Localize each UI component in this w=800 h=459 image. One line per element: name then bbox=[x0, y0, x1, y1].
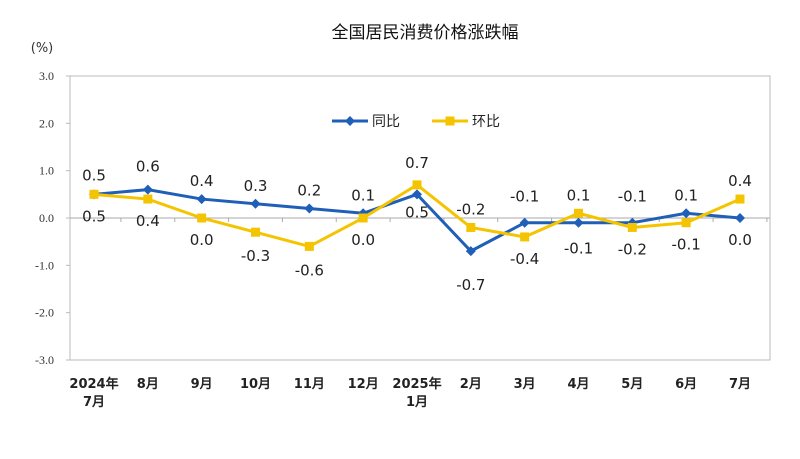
x-tick-label: 7月 bbox=[83, 395, 105, 410]
data-label: -0.1 bbox=[564, 240, 593, 258]
data-label: 0.1 bbox=[567, 186, 591, 204]
data-label: 0.0 bbox=[351, 231, 375, 249]
data-point bbox=[735, 213, 745, 223]
data-label: 0.4 bbox=[190, 172, 214, 190]
data-point bbox=[519, 217, 530, 228]
data-label: 0.4 bbox=[728, 172, 752, 190]
data-label: 0.0 bbox=[190, 231, 214, 249]
x-tick-label: 2025年 bbox=[392, 376, 441, 392]
data-label: -0.2 bbox=[456, 200, 485, 218]
x-tick-label: 3月 bbox=[514, 377, 536, 392]
data-point bbox=[143, 194, 153, 204]
data-label: -0.1 bbox=[510, 188, 539, 206]
legend: 同比 环比 bbox=[332, 114, 500, 130]
data-label: 0.0 bbox=[728, 231, 752, 249]
data-point bbox=[142, 184, 153, 195]
data-point bbox=[573, 217, 584, 228]
y-tick-label: 1.0 bbox=[39, 164, 54, 178]
legend-marker bbox=[445, 116, 455, 126]
data-point bbox=[358, 213, 368, 223]
data-point bbox=[412, 189, 422, 200]
legend-label: 同比 bbox=[372, 114, 400, 130]
data-point bbox=[304, 241, 314, 251]
legend-label: 环比 bbox=[472, 114, 500, 130]
x-tick-label: 11月 bbox=[294, 377, 325, 392]
data-point bbox=[520, 232, 530, 242]
data-point bbox=[89, 189, 99, 199]
data-point bbox=[197, 213, 207, 223]
y-tick-label: -2.0 bbox=[35, 306, 54, 320]
data-point bbox=[196, 194, 207, 205]
data-point bbox=[412, 180, 422, 190]
data-label: 0.7 bbox=[405, 154, 429, 172]
data-label: 0.4 bbox=[136, 212, 160, 230]
data-label: 0.6 bbox=[136, 158, 160, 176]
data-label: 0.1 bbox=[351, 186, 375, 204]
x-tick-label: 4月 bbox=[567, 377, 589, 392]
x-tick-label: 2024年 bbox=[69, 376, 118, 392]
data-point bbox=[627, 222, 637, 232]
x-tick-label: 8月 bbox=[137, 377, 159, 392]
x-tick-label: 12月 bbox=[348, 377, 379, 392]
data-point bbox=[304, 203, 315, 214]
y-tick-label: 3.0 bbox=[39, 69, 54, 83]
data-label: -0.3 bbox=[241, 247, 270, 265]
x-tick-label: 2月 bbox=[460, 377, 482, 392]
data-point bbox=[250, 198, 261, 209]
x-tick-label: 7月 bbox=[729, 377, 751, 392]
data-point bbox=[735, 194, 745, 204]
data-point bbox=[574, 208, 583, 218]
data-label: 0.2 bbox=[297, 182, 321, 200]
x-tick-label: 9月 bbox=[191, 377, 213, 392]
data-label: -0.2 bbox=[618, 240, 647, 258]
y-axis-unit: (%) bbox=[31, 41, 54, 56]
data-label: 0.5 bbox=[82, 166, 106, 184]
data-point bbox=[681, 208, 692, 219]
y-tick-label: 2.0 bbox=[39, 116, 54, 130]
data-label: 0.3 bbox=[244, 177, 268, 195]
data-point bbox=[681, 218, 691, 228]
data-point bbox=[251, 227, 260, 237]
data-point bbox=[466, 222, 476, 232]
data-point bbox=[465, 246, 476, 257]
data-label: 0.5 bbox=[82, 207, 106, 225]
x-tick-label: 6月 bbox=[675, 377, 697, 392]
x-tick-label: 5月 bbox=[621, 377, 643, 392]
data-label: -0.4 bbox=[510, 250, 539, 268]
x-tick-label: 1月 bbox=[406, 395, 428, 410]
data-label: -0.6 bbox=[295, 261, 324, 279]
y-tick-label: 0.0 bbox=[39, 211, 54, 225]
data-label: 0.5 bbox=[405, 203, 429, 221]
legend-marker bbox=[345, 116, 355, 126]
chart-title: 全国居民消费价格涨跌幅 bbox=[332, 23, 519, 43]
data-label: -0.7 bbox=[456, 276, 485, 294]
data-label: -0.1 bbox=[618, 188, 647, 206]
x-tick-label: 10月 bbox=[240, 377, 271, 392]
data-label: -0.1 bbox=[672, 236, 701, 254]
data-label: 0.1 bbox=[674, 186, 698, 204]
y-tick-label: -3.0 bbox=[35, 353, 54, 367]
y-tick-label: -1.0 bbox=[35, 258, 54, 272]
